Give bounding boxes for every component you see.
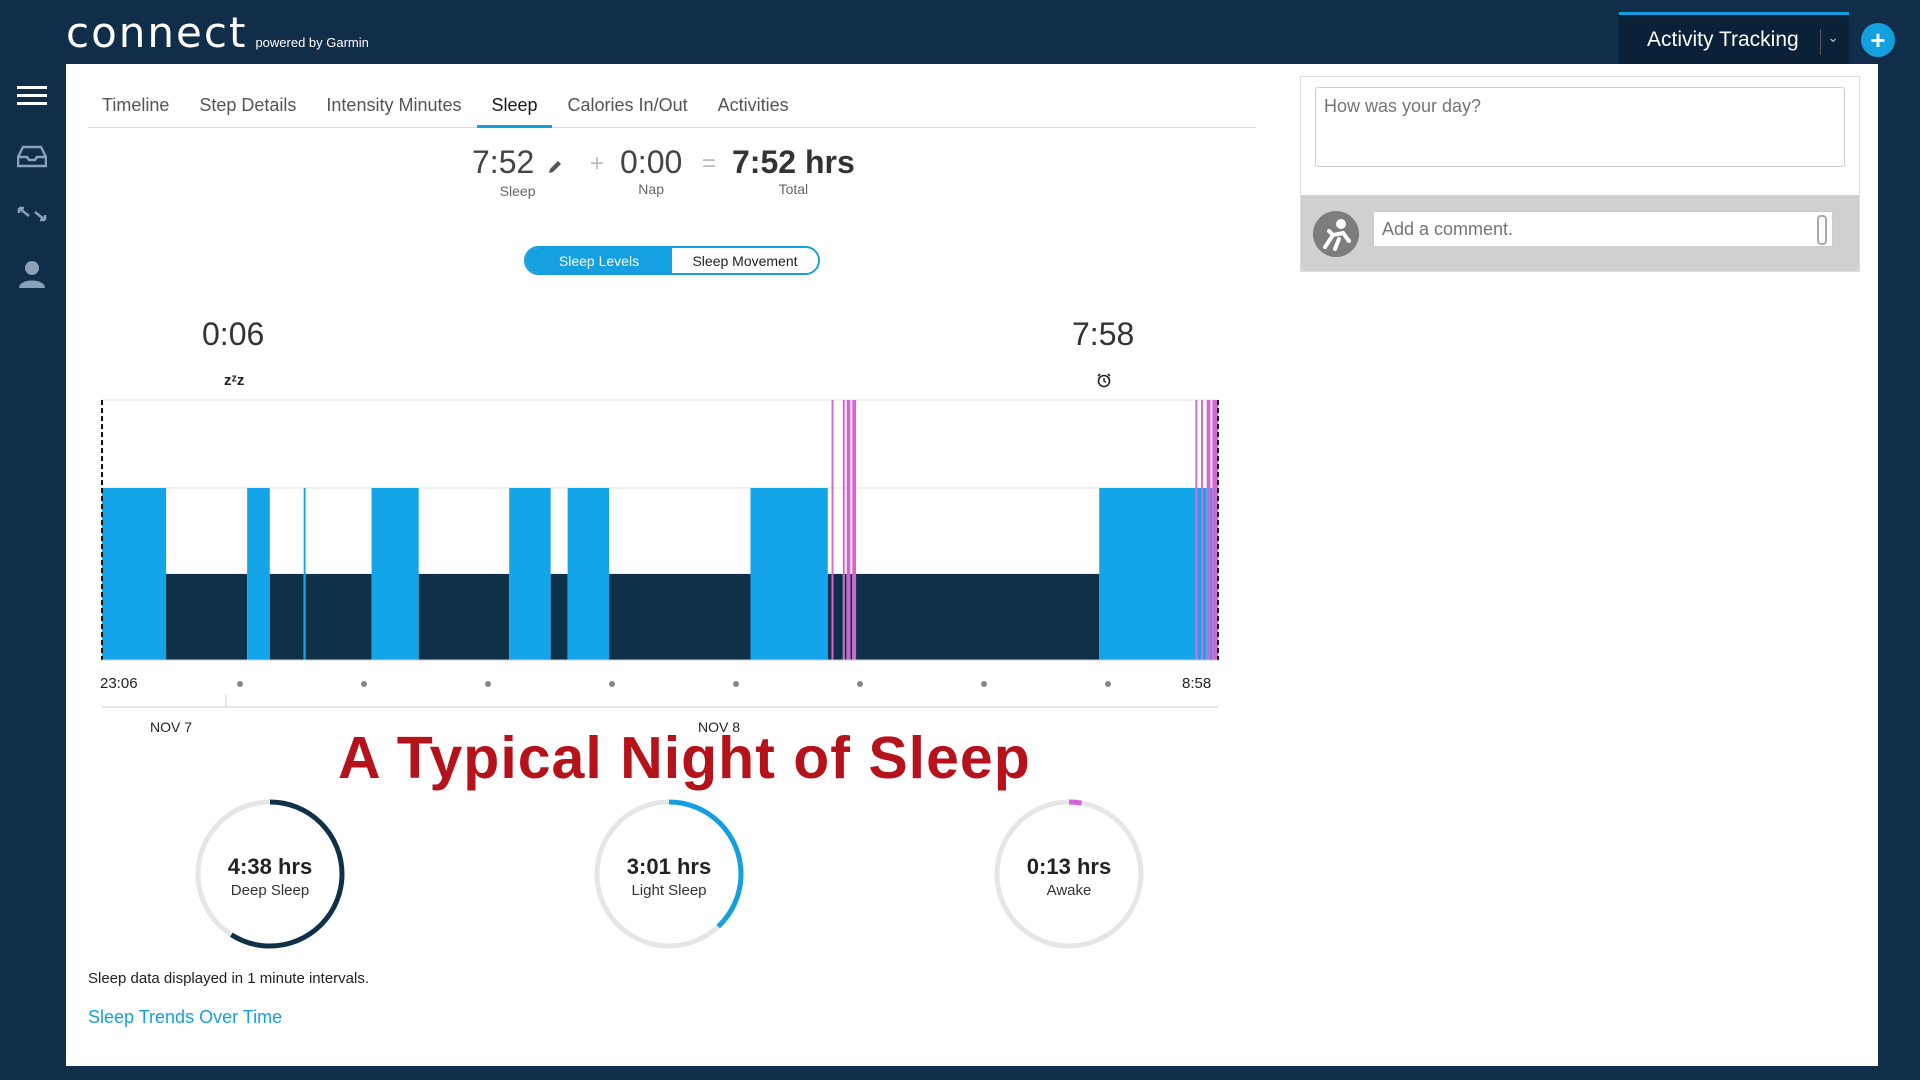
light-segment: [750, 488, 827, 660]
hour-tick: [237, 681, 243, 687]
awake-label: Awake: [981, 882, 1157, 899]
deep-segment: [850, 574, 852, 660]
day-note-input[interactable]: [1315, 87, 1845, 167]
user-profile-icon[interactable]: [16, 258, 48, 290]
deep-segment: [845, 574, 847, 660]
light-segment: [568, 488, 609, 660]
light-segment: [1099, 488, 1195, 660]
add-button[interactable]: +: [1861, 23, 1895, 57]
hour-tick: [485, 681, 491, 687]
light-segment: [1210, 488, 1212, 660]
deep-segment: [609, 574, 750, 660]
awake-segment: [843, 400, 845, 660]
deep-segment: [270, 574, 304, 660]
comment-panel: [1300, 76, 1860, 272]
deep-segment: [833, 574, 842, 660]
awake-segment: [1195, 400, 1197, 660]
main-panel: Timeline Step Details Intensity Minutes …: [66, 64, 1878, 1066]
deep-segment: [306, 574, 372, 660]
chevron-down-icon[interactable]: ⌄: [1827, 29, 1839, 46]
deep-segment: [551, 574, 568, 660]
light-segment: [509, 488, 550, 660]
light-segment: [1203, 488, 1207, 660]
connect-logo[interactable]: connect powered by Garmin: [66, 10, 369, 56]
overlay-title: A Typical Night of Sleep: [338, 724, 1031, 792]
awake-segment: [1207, 400, 1211, 660]
awake-segment: [1201, 400, 1203, 660]
comment-bar: [1301, 195, 1859, 271]
light-segment: [247, 488, 270, 660]
tab-separator: [1820, 29, 1821, 55]
hour-tick: [857, 681, 863, 687]
activity-tracking-label: Activity Tracking: [1647, 28, 1799, 52]
logo-text: connect: [66, 10, 247, 56]
sync-arrows-icon[interactable]: [16, 198, 48, 230]
light-segment: [1197, 488, 1201, 660]
light-sleep-label: Light Sleep: [581, 882, 757, 899]
menu-icon[interactable]: [16, 80, 48, 112]
deep-segment: [166, 574, 247, 660]
light-segment: [304, 488, 306, 660]
deep-segment: [828, 574, 832, 660]
deep-sleep-label: Deep Sleep: [182, 882, 358, 899]
axis-end-label: 8:58: [1182, 675, 1211, 692]
awake-segment: [847, 400, 851, 660]
hour-tick: [361, 681, 367, 687]
deep-sleep-ring: 4:38 hrs Deep Sleep: [182, 796, 358, 952]
inbox-icon[interactable]: [16, 140, 48, 172]
hour-tick: [609, 681, 615, 687]
deep-sleep-value: 4:38 hrs: [182, 854, 358, 880]
logo-subtitle: powered by Garmin: [255, 35, 368, 50]
comment-input[interactable]: [1373, 211, 1833, 247]
light-sleep-ring: 3:01 hrs Light Sleep: [581, 796, 757, 952]
axis-start-label: 23:06: [100, 675, 138, 692]
sleep-levels-chart: [66, 64, 1278, 744]
awake-segment: [832, 400, 834, 660]
awake-ring: 0:13 hrs Awake: [981, 796, 1157, 952]
top-bar: connect powered by Garmin Activity Track…: [0, 0, 1920, 64]
deep-segment: [419, 574, 509, 660]
awake-value: 0:13 hrs: [981, 854, 1157, 880]
avatar: [1313, 211, 1359, 257]
sleep-trends-link[interactable]: Sleep Trends Over Time: [88, 1007, 282, 1028]
date-label-left: NOV 7: [150, 719, 192, 735]
interval-note: Sleep data displayed in 1 minute interva…: [88, 970, 369, 987]
awake-segment: [852, 400, 856, 660]
hour-tick: [733, 681, 739, 687]
light-sleep-value: 3:01 hrs: [581, 854, 757, 880]
deep-segment: [856, 574, 1099, 660]
hour-tick: [981, 681, 987, 687]
activity-tracking-tab[interactable]: Activity Tracking ⌄: [1619, 12, 1849, 64]
light-segment: [102, 488, 166, 660]
comment-scrollbar[interactable]: [1817, 215, 1827, 245]
hour-tick: [1105, 681, 1111, 687]
light-segment: [372, 488, 419, 660]
